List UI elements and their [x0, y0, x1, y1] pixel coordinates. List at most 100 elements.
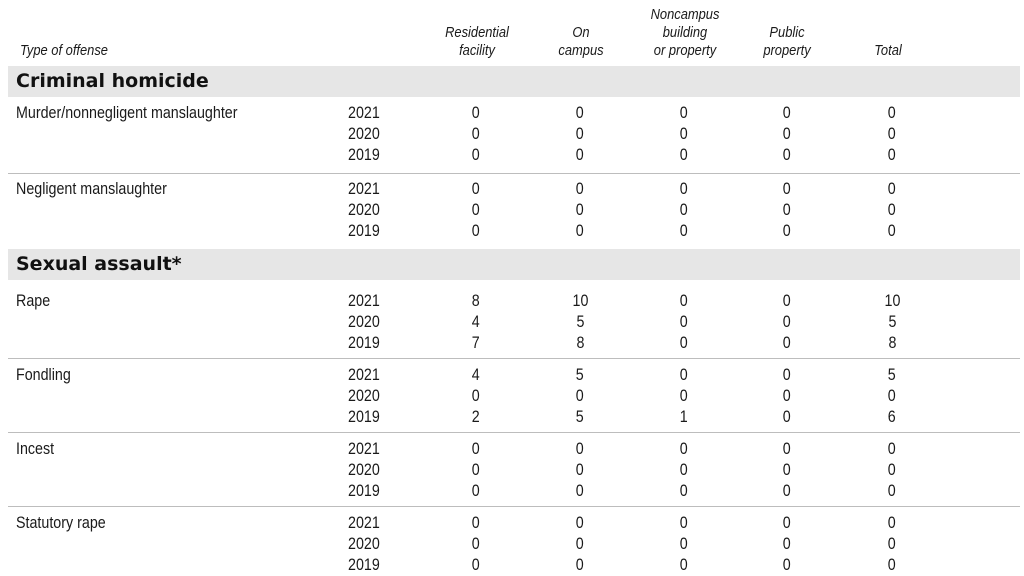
value: 4 — [472, 312, 480, 331]
value: 0 — [576, 124, 584, 143]
value: 2020 — [348, 386, 380, 405]
value: 2021 — [348, 365, 380, 384]
year-cell: 2021 2020 2019 — [339, 364, 389, 427]
public-cell: 0 0 0 — [757, 438, 817, 501]
value: 0 — [472, 460, 480, 479]
value: 8 — [576, 333, 584, 352]
value: 0 — [783, 200, 791, 219]
header-noncampus: Noncampus building or property — [638, 6, 733, 60]
value: 2 — [472, 407, 480, 426]
section-criminal-homicide: Criminal homicide — [8, 66, 1020, 97]
value: 0 — [680, 103, 688, 122]
value: 2019 — [348, 481, 380, 500]
year-cell: 2021 2020 2019 — [339, 102, 389, 165]
value: 0 — [783, 145, 791, 164]
noncampus-cell: 0 0 0 — [654, 438, 714, 501]
value: 0 — [472, 103, 480, 122]
total-cell: 0 0 0 — [862, 178, 922, 241]
value: 2020 — [348, 200, 380, 219]
value: 0 — [576, 221, 584, 240]
value: 10 — [572, 291, 588, 310]
value: 0 — [680, 200, 688, 219]
table-row: Murder/nonnegligent manslaughter 2021 202… — [8, 100, 1020, 174]
public-cell: 0 0 0 — [757, 364, 817, 427]
value: 0 — [680, 386, 688, 405]
section-sexual-assault: Sexual assault* — [8, 249, 1020, 280]
value: 0 — [472, 145, 480, 164]
residential-cell: 0 0 0 — [446, 178, 506, 241]
header-on-campus: On campus — [547, 24, 616, 60]
value: 0 — [783, 312, 791, 331]
offense-label: Fondling — [16, 365, 71, 384]
year-cell: 2021 2020 2019 — [339, 290, 389, 353]
table-row: Rape 2021 2020 2019 8 4 7 10 5 8 0 0 0 0 0 0 10 5 8 — [8, 288, 1020, 359]
value: 0 — [680, 365, 688, 384]
header-line: Total — [874, 42, 902, 59]
value: 0 — [576, 555, 584, 574]
value: 0 — [576, 386, 584, 405]
value: 0 — [888, 179, 896, 198]
value: 0 — [783, 365, 791, 384]
value: 0 — [888, 513, 896, 532]
table-row: Fondling 2021 2020 2019 4 0 2 5 0 5 0 0 1 0 0 0 5 0… — [8, 362, 1020, 433]
value: 0 — [472, 179, 480, 198]
residential-cell: 0 0 0 — [446, 438, 506, 501]
total-cell: 10 5 8 — [862, 290, 922, 353]
value: 0 — [472, 221, 480, 240]
value: 0 — [472, 534, 480, 553]
value: 1 — [680, 407, 688, 426]
value: 5 — [888, 312, 896, 331]
noncampus-cell: 0 0 0 — [654, 102, 714, 165]
value: 4 — [472, 365, 480, 384]
value: 0 — [472, 200, 480, 219]
on-campus-cell: 0 0 0 — [550, 438, 610, 501]
value: 0 — [888, 145, 896, 164]
value: 2021 — [348, 103, 380, 122]
header-line: building — [662, 24, 708, 41]
table-header: Type of offense Residential facility On … — [0, 0, 1024, 66]
value: 7 — [472, 333, 480, 352]
value: 0 — [576, 103, 584, 122]
value: 0 — [888, 460, 896, 479]
residential-cell: 8 4 7 — [446, 290, 506, 353]
value: 0 — [888, 534, 896, 553]
value: 0 — [680, 312, 688, 331]
value: 0 — [472, 513, 480, 532]
residential-cell: 4 0 2 — [446, 364, 506, 427]
value: 0 — [680, 481, 688, 500]
value: 0 — [680, 439, 688, 458]
header-line: property — [763, 42, 811, 59]
noncampus-cell: 0 0 1 — [654, 364, 714, 427]
value: 0 — [783, 439, 791, 458]
header-residential-facility: Residential facility — [438, 24, 515, 60]
value: 0 — [576, 534, 584, 553]
public-cell: 0 0 0 — [757, 102, 817, 165]
value: 0 — [576, 179, 584, 198]
value: 6 — [888, 407, 896, 426]
value: 0 — [783, 103, 791, 122]
value: 0 — [888, 200, 896, 219]
header-line: campus — [558, 42, 604, 59]
noncampus-cell: 0 0 0 — [654, 290, 714, 353]
value: 10 — [884, 291, 900, 310]
value: 0 — [783, 386, 791, 405]
value: 2019 — [348, 333, 380, 352]
value: 2020 — [348, 312, 380, 331]
value: 0 — [783, 555, 791, 574]
on-campus-cell: 10 5 8 — [550, 290, 610, 353]
header-total: Total — [862, 42, 914, 60]
value: 2021 — [348, 513, 380, 532]
on-campus-cell: 0 0 0 — [550, 102, 610, 165]
header-line: Public — [769, 24, 805, 41]
offense-label: Incest — [16, 439, 55, 458]
header-line: On — [572, 24, 590, 41]
on-campus-cell: 0 0 0 — [550, 512, 610, 575]
value: 5 — [576, 365, 584, 384]
value: 5 — [888, 365, 896, 384]
value: 2019 — [348, 407, 380, 426]
value: 0 — [472, 124, 480, 143]
value: 0 — [680, 291, 688, 310]
value: 2021 — [348, 179, 380, 198]
